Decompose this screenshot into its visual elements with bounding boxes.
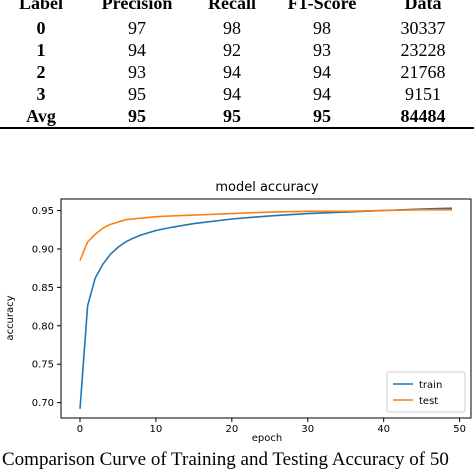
x-axis-label: epoch — [252, 433, 282, 444]
row-label: 1 — [36, 39, 46, 60]
f1-cell: 95 — [272, 105, 372, 129]
y-tick-label: 0.90 — [32, 244, 54, 255]
table-row-average: Avg 95 95 95 84484 — [0, 105, 474, 129]
recall-cell: 94 — [223, 83, 241, 104]
table-row: 2 93 94 94 21768 — [0, 61, 474, 83]
figure-caption: Comparison Curve of Training and Testing… — [2, 449, 449, 470]
x-tick-label: 50 — [453, 424, 466, 435]
table-header-row: Label Precision Recall F1-Score Data — [0, 0, 474, 17]
x-tick-label: 10 — [150, 424, 163, 435]
data-cell: 23228 — [400, 39, 446, 60]
metrics-table: Label Precision Recall F1-Score Data 0 9… — [0, 0, 474, 129]
header-precision: Precision — [101, 0, 173, 13]
recall-cell: 95 — [192, 105, 272, 129]
y-tick-label: 0.85 — [32, 283, 54, 294]
precision-cell: 94 — [128, 39, 146, 60]
legend-label-train: train — [419, 380, 442, 391]
recall-cell: 94 — [223, 61, 241, 82]
y-axis-label: accuracy — [5, 295, 16, 340]
x-tick-label: 0 — [77, 424, 83, 435]
row-label: 3 — [36, 83, 46, 104]
y-tick-label: 0.80 — [32, 321, 54, 332]
table-row: 3 95 94 94 9151 — [0, 83, 474, 105]
metrics-table-container: Label Precision Recall F1-Score Data 0 9… — [0, 0, 474, 129]
f1-cell: 94 — [313, 61, 331, 82]
precision-cell: 95 — [128, 83, 146, 104]
f1-cell: 94 — [313, 83, 331, 104]
plot-frame — [60, 198, 472, 419]
x-tick-label: 40 — [377, 424, 390, 435]
precision-cell: 93 — [128, 61, 146, 82]
recall-cell: 98 — [223, 17, 241, 38]
header-f1-score: F1-Score — [287, 0, 357, 13]
y-tick-label: 0.95 — [32, 206, 54, 217]
x-tick-label: 20 — [225, 424, 238, 435]
data-cell: 21768 — [400, 61, 446, 82]
precision-cell: 97 — [128, 17, 146, 38]
row-label: 2 — [36, 61, 46, 82]
series-line-train — [79, 207, 453, 409]
table-row: 1 94 92 93 23228 — [0, 39, 474, 61]
header-data: Data — [404, 0, 442, 13]
data-cell: 9151 — [405, 83, 441, 104]
row-label: Avg — [0, 105, 82, 129]
recall-cell: 92 — [223, 39, 241, 60]
y-tick-label: 0.75 — [32, 360, 54, 371]
header-label: Label — [18, 0, 63, 13]
header-recall: Recall — [208, 0, 256, 13]
accuracy-chart: model accuracy accuracy epoch 0 10 20 30 40 5… — [5, 180, 472, 444]
table-row: 0 97 98 98 30337 — [0, 17, 474, 39]
f1-cell: 98 — [313, 17, 331, 38]
y-tick-label: 0.70 — [32, 398, 54, 409]
chart-title: model accuracy — [215, 180, 319, 195]
data-cell: 30337 — [400, 17, 446, 38]
legend-box — [386, 371, 466, 413]
series-line-test — [79, 208, 452, 261]
row-label: 0 — [36, 17, 46, 38]
legend-label-test: test — [419, 396, 438, 407]
data-cell: 84484 — [372, 105, 474, 129]
precision-cell: 95 — [82, 105, 192, 129]
f1-cell: 93 — [313, 39, 331, 60]
plot-area: 0 10 20 30 40 50 0.70 0.75 0.80 0.85 0.90 0.95 train… — [32, 198, 472, 435]
x-tick-label: 30 — [301, 424, 314, 435]
